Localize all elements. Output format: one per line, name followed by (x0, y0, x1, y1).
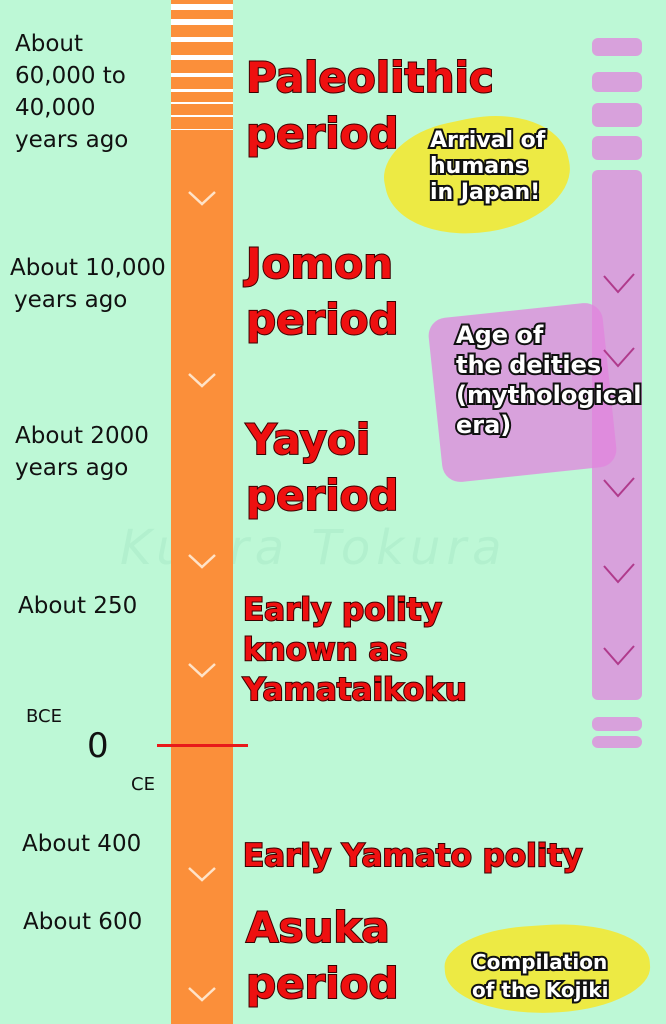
note-arrival: Arrival of humans in Japan! (428, 126, 547, 207)
zero-label: 0 (87, 726, 109, 766)
period-paleolithic: Paleolithic period (245, 52, 495, 159)
bce-label: BCE (26, 706, 62, 727)
chevron-down-icon (188, 987, 216, 1002)
chevron-down-icon (188, 663, 216, 678)
era-divider-line (157, 744, 248, 747)
period-yamataikoku: Early polity known as Yamataikoku (242, 591, 468, 709)
period-jomon: Jomon period (245, 238, 400, 345)
period-yayoi: Yayoi period (245, 414, 400, 521)
date-paleolithic: About 60,000 to 40,000 years ago (15, 31, 129, 153)
period-yamato: Early Yamato polity (242, 837, 583, 875)
timeline-bar (171, 0, 233, 1024)
date-yamataikoku: About 250 (18, 593, 138, 619)
chevron-down-icon (188, 191, 216, 206)
mythology-stripe (592, 103, 642, 127)
ce-label: CE (131, 774, 155, 795)
chevron-down-icon (188, 554, 216, 569)
mythology-stripe (592, 136, 642, 160)
note-deities: Age of the deities (mythological era) (454, 319, 643, 441)
mythology-stripe (592, 736, 642, 748)
mythology-stripe (592, 72, 642, 92)
chevron-down-icon (188, 373, 216, 388)
date-yayoi: About 2000 years ago (15, 423, 149, 481)
mythology-stripe (592, 38, 642, 56)
mythology-stripe (592, 717, 642, 731)
mythology-chevrons (603, 273, 635, 666)
note-kojiki: Compilation of the Kojiki (470, 948, 610, 1004)
date-asuka: About 600 (23, 909, 143, 935)
date-jomon: About 10,000 years ago (10, 255, 166, 313)
chevron-down-icon (188, 867, 216, 882)
date-yamato: About 400 (22, 831, 142, 857)
period-asuka: Asuka period (245, 902, 400, 1009)
